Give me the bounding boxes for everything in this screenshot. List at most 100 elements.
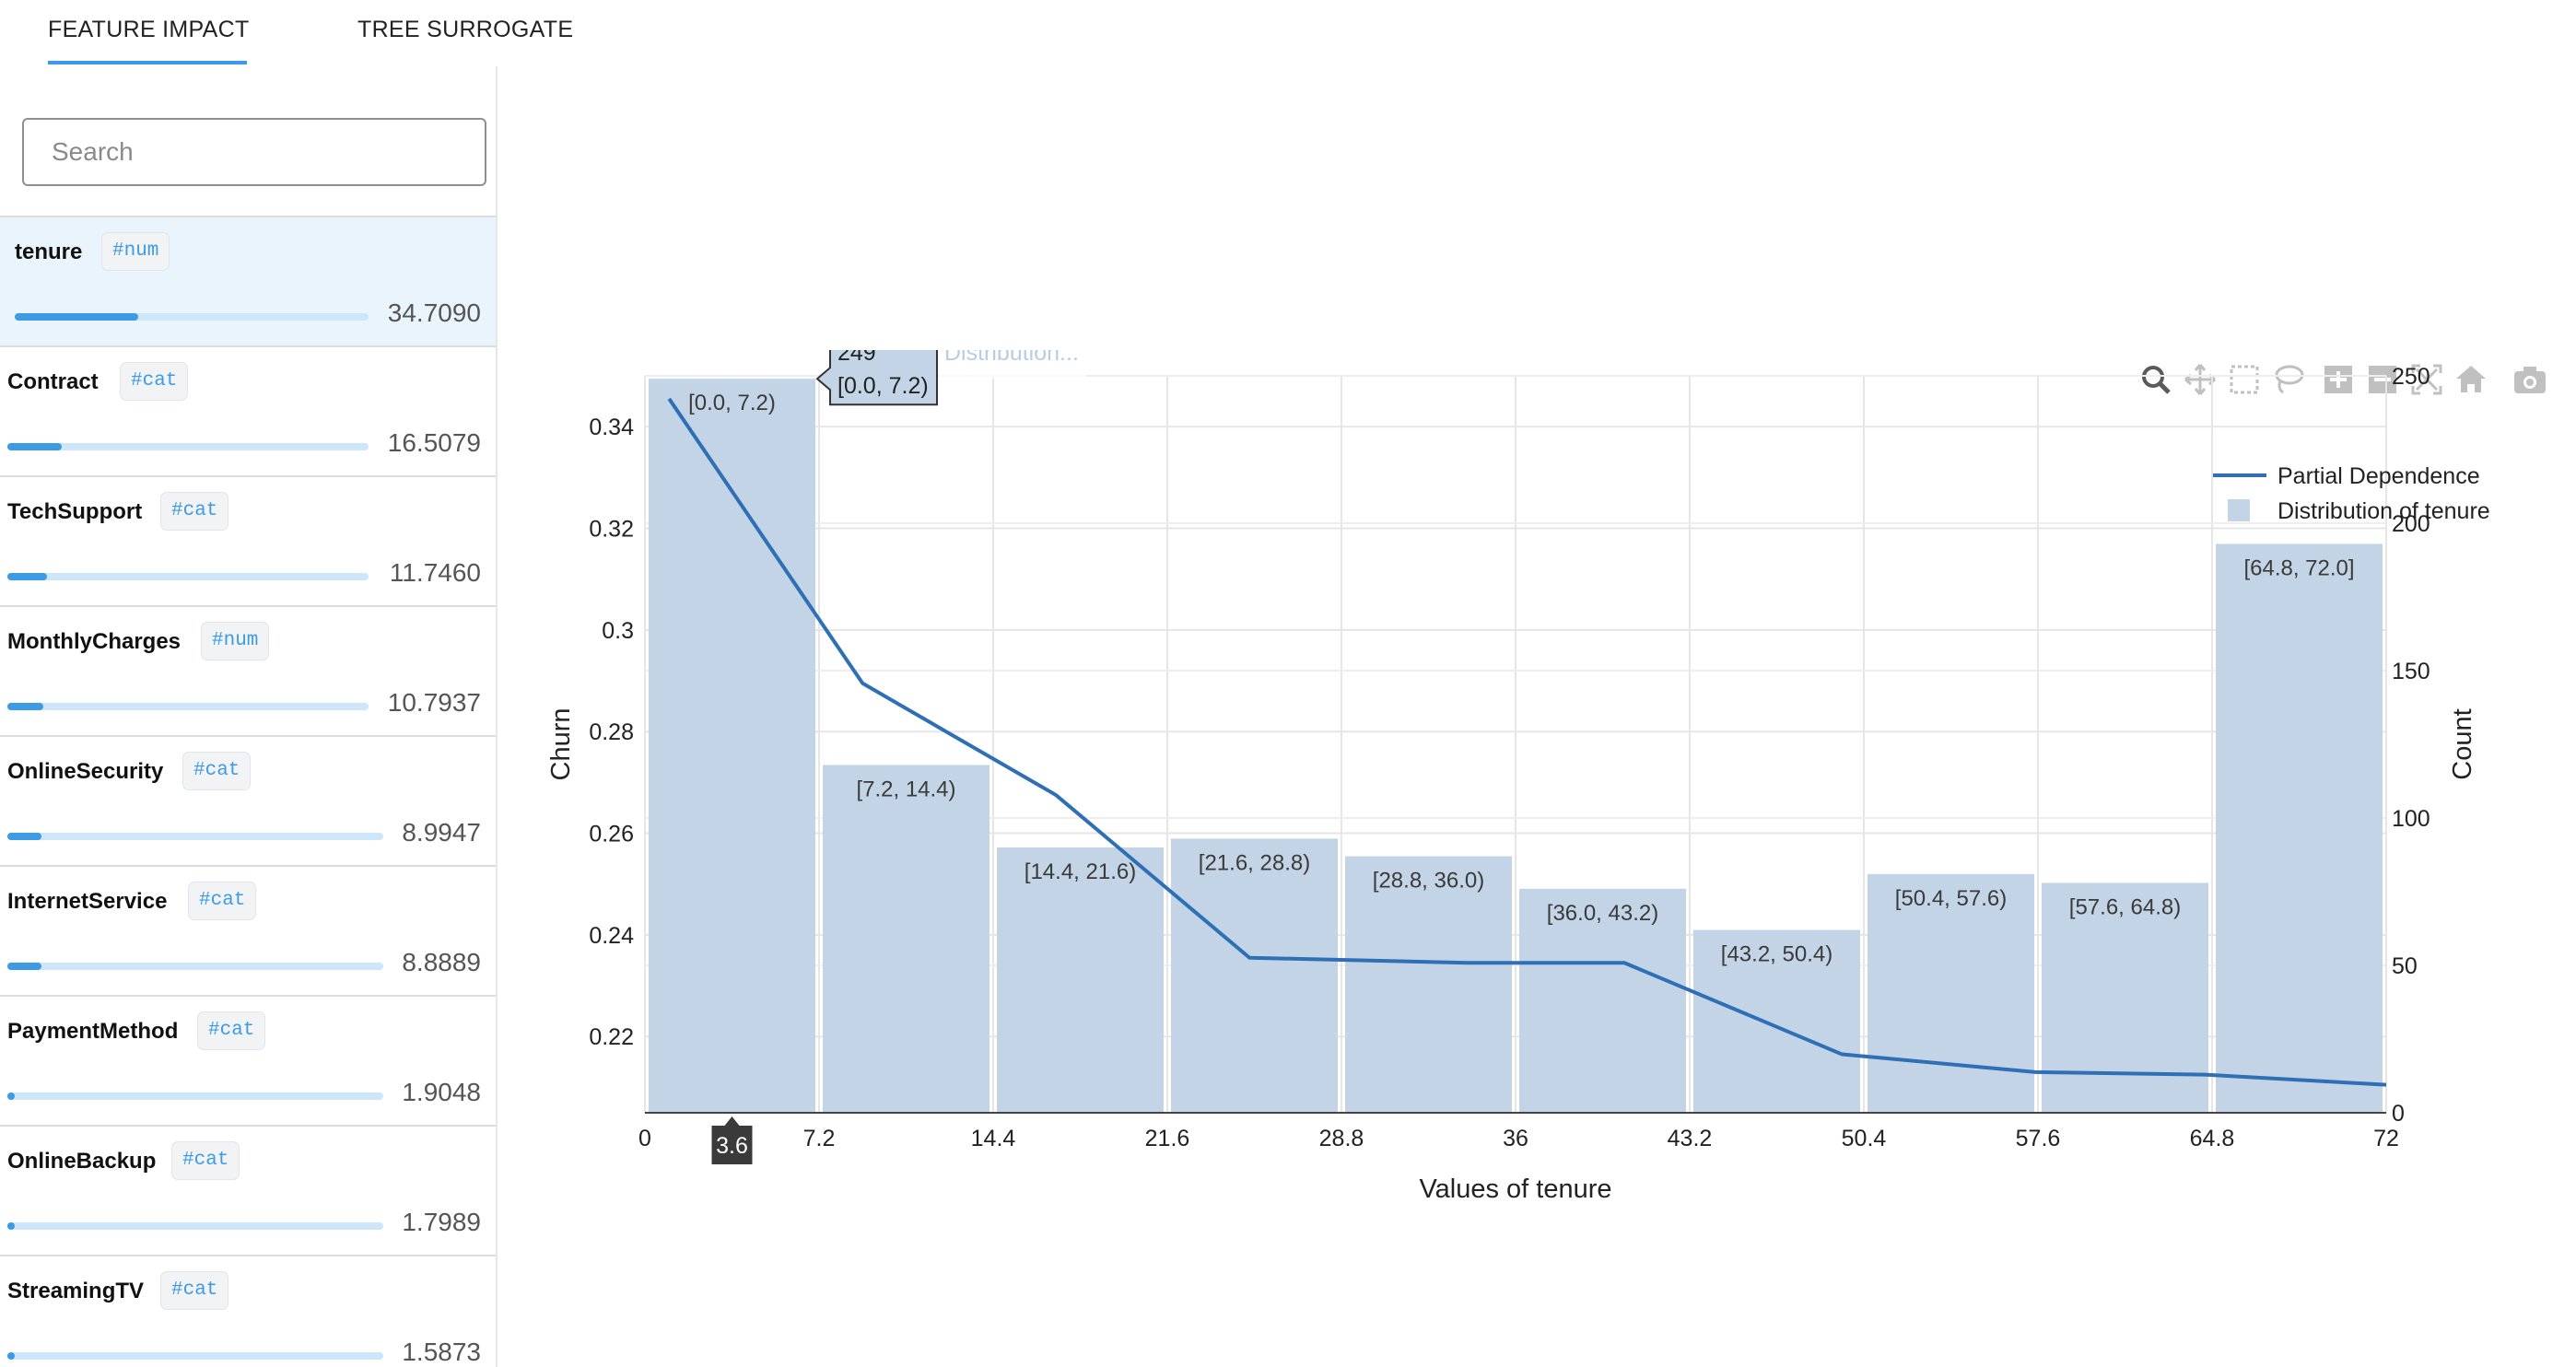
box-select-icon[interactable] — [2226, 361, 2263, 398]
x-tick-label: 57.6 — [2016, 1126, 2061, 1151]
bar-label: [7.2, 14.4) — [856, 777, 955, 801]
y2-axis-title: Count — [2448, 708, 2477, 779]
impact-bar-fill — [7, 443, 62, 450]
y2-tick-label: 200 — [2392, 511, 2430, 537]
feature-name: OnlineSecurity — [7, 759, 164, 784]
y2-tick-label: 250 — [2392, 364, 2430, 390]
feature-type-badge: #cat — [120, 362, 189, 401]
feature-impact-value: 8.8889 — [402, 948, 481, 976]
impact-bar-fill — [7, 1092, 15, 1100]
histogram-bar — [1868, 873, 2034, 1113]
spike-pointer — [724, 1116, 740, 1126]
histogram-bar — [1693, 929, 1860, 1113]
impact-bar-track — [7, 1092, 383, 1100]
bar-label: [64.8, 72.0] — [2243, 555, 2354, 580]
bar-label: [43.2, 50.4) — [1721, 942, 1832, 967]
reset-axes-icon[interactable] — [2453, 361, 2489, 398]
legend-label: Partial Dependence — [2277, 463, 2480, 489]
bar-label: [21.6, 28.8) — [1199, 850, 1310, 875]
feature-impact-value: 1.9048 — [402, 1078, 481, 1106]
autoscale-icon[interactable] — [2408, 361, 2445, 398]
x-tick-label: 43.2 — [1668, 1126, 1713, 1151]
feature-type-badge: #cat — [171, 1141, 240, 1180]
histogram-bar — [1171, 838, 1338, 1113]
impact-bar-fill — [7, 963, 41, 970]
search-input[interactable] — [22, 118, 486, 186]
impact-bar-track — [7, 573, 369, 580]
feature-type-badge: #cat — [188, 882, 257, 920]
histogram-bar — [1519, 888, 1686, 1113]
histogram-bar — [649, 379, 815, 1113]
feature-item-onlinebackup[interactable]: OnlineBackup #cat 1.7989 — [0, 1125, 496, 1255]
y-tick-label: 0.28 — [589, 719, 634, 745]
feature-name: MonthlyCharges — [7, 629, 181, 654]
y2-tick-label: 150 — [2392, 659, 2430, 684]
bar-label: [28.8, 36.0) — [1373, 869, 1484, 894]
tooltip-trace-name: Distribution... — [944, 350, 1079, 366]
x-tick-label: 36 — [1503, 1126, 1528, 1151]
y-tick-label: 0.32 — [589, 517, 634, 543]
tab-tree-surrogate[interactable]: TREE SURROGATE — [357, 17, 574, 42]
x-tick-label: 72 — [2373, 1126, 2399, 1151]
feature-impact-value: 1.5873 — [402, 1338, 481, 1366]
x-tick-label: 28.8 — [1319, 1126, 1364, 1151]
bar-label: [50.4, 57.6) — [1895, 886, 2007, 911]
feature-item-tenure[interactable]: tenure #num 34.7090 — [0, 216, 496, 345]
impact-bar-fill — [7, 703, 43, 710]
feature-type-badge: #num — [201, 622, 270, 660]
feature-item-streamingtv[interactable]: StreamingTV #cat 1.5873 — [0, 1255, 496, 1367]
histogram-bar — [2216, 543, 2383, 1113]
feature-name: TechSupport — [7, 499, 143, 524]
legend-bar-swatch — [2228, 499, 2250, 521]
feature-sidebar: tenure #num 34.7090 Contract #cat 16.5079 Tech… — [0, 66, 498, 1367]
feature-item-paymentmethod[interactable]: PaymentMethod #cat 1.9048 — [0, 995, 496, 1125]
y-tick-label: 0.24 — [589, 923, 634, 949]
feature-impact-value: 16.5079 — [387, 428, 481, 457]
tooltip-label: [0.0, 7.2) — [837, 373, 929, 399]
feature-name: PaymentMethod — [7, 1019, 179, 1044]
bar-label: [0.0, 7.2) — [688, 391, 776, 415]
feature-type-badge: #cat — [160, 492, 229, 531]
camera-icon[interactable] — [2512, 361, 2548, 398]
feature-item-techsupport[interactable]: TechSupport #cat 11.7460 — [0, 475, 496, 605]
tab-feature-impact[interactable]: FEATURE IMPACT — [48, 17, 250, 42]
x-tick-label: 21.6 — [1145, 1126, 1190, 1151]
histogram-bar — [823, 765, 989, 1113]
feature-name: InternetService — [7, 889, 168, 914]
zoom-out-icon[interactable] — [2364, 361, 2401, 398]
feature-name: Contract — [7, 369, 99, 394]
y2-tick-label: 100 — [2392, 806, 2430, 832]
feature-item-contract[interactable]: Contract #cat 16.5079 — [0, 345, 496, 475]
x-tick-label: 64.8 — [2190, 1126, 2235, 1151]
y-tick-label: 0.22 — [589, 1024, 634, 1050]
feature-list: tenure #num 34.7090 Contract #cat 16.5079 Tech… — [0, 216, 496, 1367]
x-tick-label: 50.4 — [1842, 1126, 1887, 1151]
feature-item-onlinesecurity[interactable]: OnlineSecurity #cat 8.9947 — [0, 735, 496, 865]
spike-label-bg — [711, 1126, 753, 1164]
y-tick-label: 0.26 — [589, 822, 634, 847]
impact-bar-track — [7, 1222, 383, 1230]
feature-name: OnlineBackup — [7, 1149, 157, 1174]
feature-type-badge: #cat — [197, 1011, 266, 1050]
feature-impact-value: 34.7090 — [387, 298, 481, 327]
y-tick-label: 0.34 — [589, 415, 634, 440]
tooltip-count: 249 — [837, 350, 876, 366]
impact-bar-fill — [7, 1352, 15, 1360]
y2-tick-label: 50 — [2392, 953, 2418, 979]
impact-bar-track — [7, 703, 369, 710]
feature-item-monthlycharges[interactable]: MonthlyCharges #num 10.7937 — [0, 605, 496, 735]
feature-impact-value: 10.7937 — [387, 688, 481, 717]
bar-label: [57.6, 64.8) — [2069, 894, 2181, 919]
feature-type-badge: #cat — [182, 752, 252, 790]
legend-label: Distribution of tenure — [2277, 498, 2490, 524]
impact-bar-fill — [7, 833, 41, 840]
partial-dependence-chart[interactable]: [0.0, 7.2) [7.2, 14.4) [14.4, 21.6) [21.6, … — [498, 350, 2576, 1271]
feature-name: tenure — [15, 240, 83, 264]
impact-bar-track — [7, 963, 383, 970]
feature-impact-value: 1.7989 — [402, 1208, 481, 1236]
zoom-in-icon[interactable] — [2320, 361, 2357, 398]
feature-item-internetservice[interactable]: InternetService #cat 8.8889 — [0, 865, 496, 995]
impact-bar-track — [7, 1352, 383, 1360]
feature-name: StreamingTV — [7, 1279, 145, 1303]
x-axis-title: Values of tenure — [1419, 1174, 1611, 1204]
